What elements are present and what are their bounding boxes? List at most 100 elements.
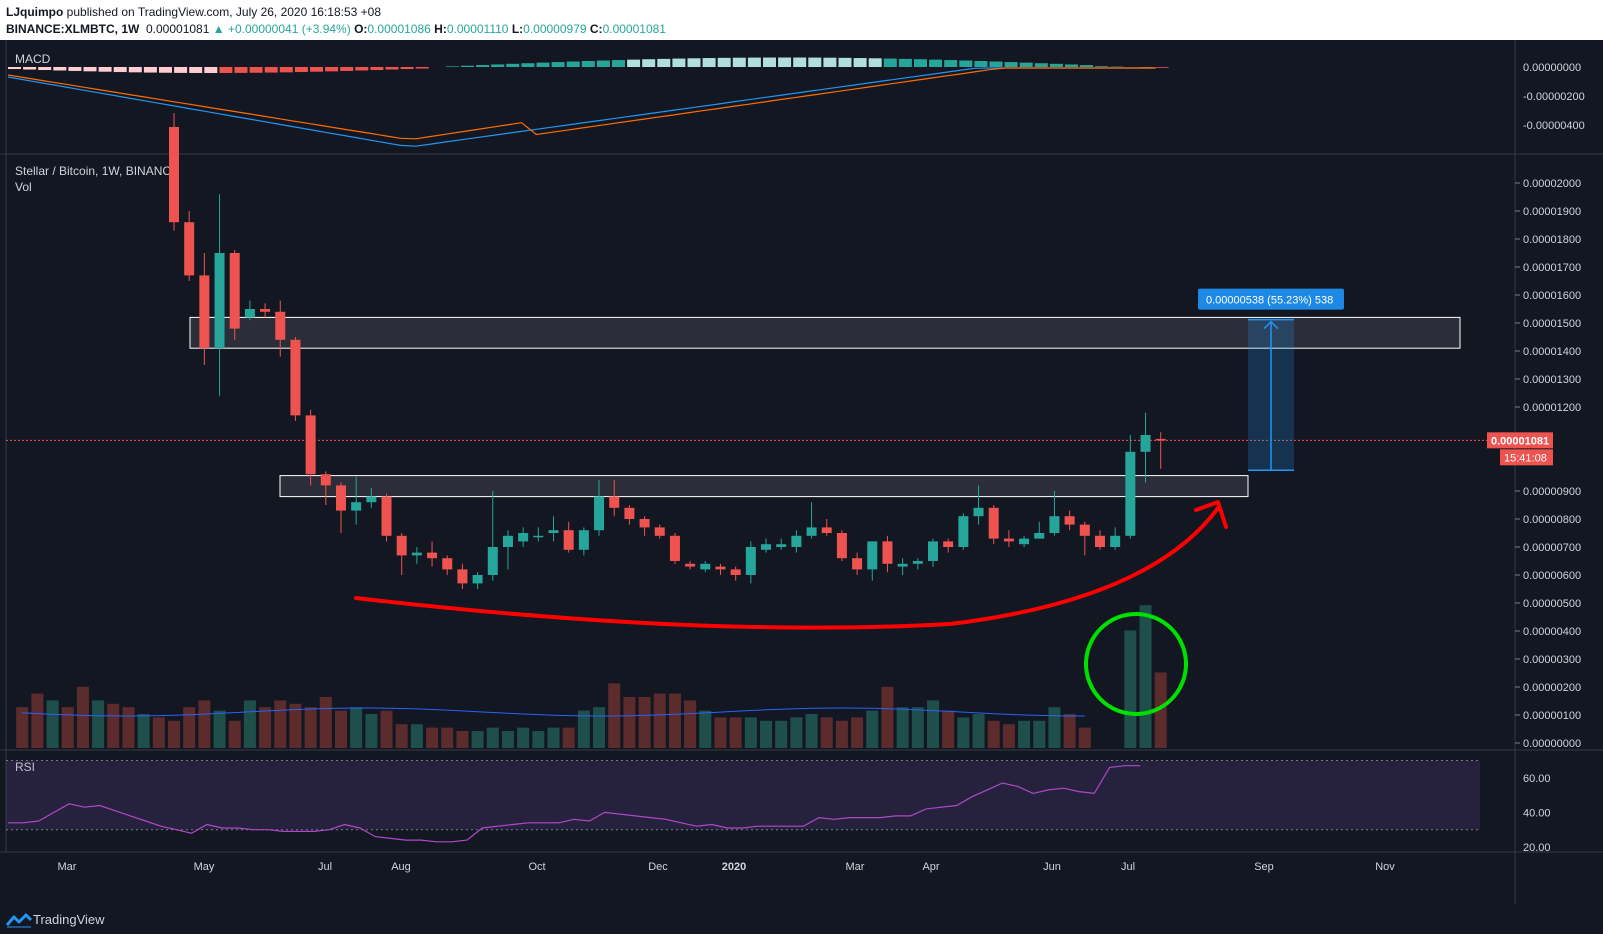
candle-body <box>275 311 286 340</box>
candle-body <box>988 507 999 539</box>
macd-hist-bar <box>596 60 610 67</box>
macd-hist-bar <box>778 57 792 67</box>
candle-body <box>745 547 756 575</box>
macd-hist-bar <box>581 61 595 67</box>
volume-bar <box>456 731 469 748</box>
macd-hist-bar <box>883 58 897 67</box>
volume-bar <box>365 714 378 748</box>
time-tick-label: Jul <box>318 861 332 873</box>
macd-hist-bar <box>83 67 97 72</box>
rounding-bottom-arrow[interactable] <box>354 506 1220 630</box>
footer: TradingView <box>0 904 1603 934</box>
volume-highlight-circle[interactable] <box>1084 612 1188 716</box>
candle-body <box>351 502 362 511</box>
macd-hist-bar <box>128 67 142 73</box>
candle-body <box>624 507 635 519</box>
candle-body <box>305 415 316 475</box>
candle-body <box>867 541 878 570</box>
volume-bar <box>1048 707 1061 748</box>
footer-brand[interactable]: TradingView <box>33 912 105 927</box>
close-value: 0.00001081 <box>602 22 666 36</box>
candle-body <box>1155 438 1166 441</box>
time-tick-label: Jul <box>1121 861 1135 873</box>
price-tick-label: 0.00000000 <box>1523 738 1581 750</box>
volume-bar <box>562 727 575 748</box>
candle-body <box>700 563 711 570</box>
volume-bar <box>183 707 196 748</box>
candle-body <box>806 527 817 536</box>
macd-hist-bar <box>159 67 172 73</box>
macd-hist-bar <box>189 67 203 73</box>
macd-hist-bar <box>944 60 958 67</box>
macd-hist-bar <box>325 67 339 72</box>
volume-bar <box>107 703 120 748</box>
candle-body <box>381 496 392 536</box>
macd-hist-bar <box>476 65 490 67</box>
volume-bar <box>471 731 484 748</box>
candle-body <box>411 552 422 556</box>
macd-hist-bar <box>461 65 474 67</box>
volume-bar <box>577 710 590 748</box>
time-tick-label: Sep <box>1254 861 1274 873</box>
volume-bar <box>152 717 165 748</box>
chart-canvas[interactable]: MACD Stellar / Bitcoin, 1W, BINANCE Vol … <box>0 40 1603 904</box>
candle-body <box>821 527 832 533</box>
macd-hist-bar <box>853 58 867 67</box>
volume-bar <box>213 710 226 748</box>
price-tick-label: 0.00000900 <box>1523 486 1581 498</box>
macd-hist-bar <box>98 67 112 72</box>
macd-hist-bar <box>566 61 580 67</box>
candle-body <box>715 566 726 570</box>
candle-body <box>229 253 240 329</box>
volume-bar <box>957 717 970 748</box>
candle-body <box>654 527 665 536</box>
macd-hist-bar <box>279 67 293 73</box>
volume-bar <box>441 727 454 748</box>
macd-hist-bar <box>732 57 746 67</box>
high-value: 0.00001110 <box>446 22 509 36</box>
volume-bar <box>775 720 788 748</box>
time-tick-label: Oct <box>528 861 545 873</box>
volume-bar <box>1063 714 1076 748</box>
macd-hist-bar <box>355 67 369 71</box>
vol-label: Vol <box>15 180 32 194</box>
volume-bar <box>395 724 408 748</box>
candle-body <box>260 309 271 312</box>
macd-hist-bar <box>838 57 852 67</box>
zone-layer <box>6 316 1515 498</box>
macd-hist-bar <box>445 66 459 67</box>
macd-hist-bar <box>687 58 701 67</box>
candle-body <box>852 558 863 570</box>
macd-hist-bar <box>143 67 157 73</box>
volume-bar <box>168 720 180 748</box>
price-tick-label: 0.00002000 <box>1523 178 1581 190</box>
price-tick-label: 0.00000700 <box>1523 542 1581 554</box>
axis-layer: 0.00002000 0.00001900 0.00001800 0.00001700… <box>58 62 1585 873</box>
macd-hist-bar <box>672 58 686 67</box>
measure-tool[interactable]: 0.00000538 (55.23%) 538 <box>1198 288 1344 472</box>
macd-tick-label: 0.00000000 <box>1523 62 1581 74</box>
macd-hist-bar <box>174 67 188 73</box>
macd-hist-bar <box>68 67 82 71</box>
volume-bar <box>972 714 985 748</box>
volume-bar <box>243 700 256 748</box>
volume-bar <box>228 720 241 748</box>
volume-bar <box>896 707 909 748</box>
last-price: 0.00001081 <box>146 22 210 36</box>
resistance-zone <box>189 316 1461 349</box>
tradingview-logo-icon <box>6 913 32 928</box>
macd-hist-bar <box>1019 62 1033 67</box>
volume-bar <box>744 717 757 748</box>
candle-body <box>791 535 802 547</box>
price-tick-label: 0.00000600 <box>1523 570 1581 582</box>
macd-hist-bar <box>1080 65 1094 67</box>
candle-body <box>518 533 529 542</box>
time-tick-label: Mar <box>58 861 77 873</box>
rsi-line <box>8 765 1141 843</box>
candle-body <box>169 127 179 223</box>
macd-hist-bar <box>914 59 927 67</box>
macd-hist-bar <box>974 61 988 67</box>
time-tick-label: Aug <box>391 861 411 873</box>
candle-body <box>214 253 225 349</box>
author-name[interactable]: LJquimpo <box>6 5 64 19</box>
